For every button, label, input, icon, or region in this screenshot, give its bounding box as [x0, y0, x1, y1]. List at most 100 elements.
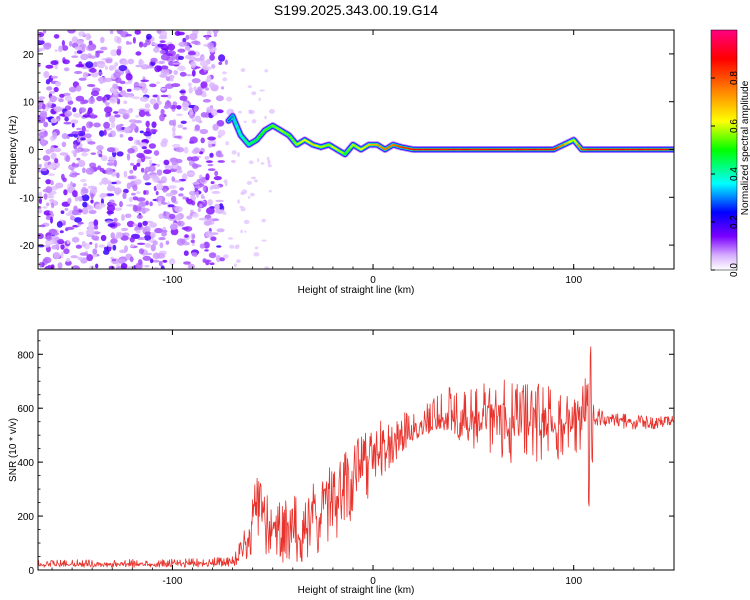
- noise-blob: [119, 249, 128, 254]
- colorbar-tick-label: 0.8: [729, 71, 740, 85]
- noise-blob: [173, 70, 178, 75]
- noise-blob: [65, 226, 75, 230]
- y-tick-label: 0: [28, 566, 34, 577]
- noise-blob: [204, 156, 210, 160]
- noise-blob: [44, 239, 54, 246]
- noise-blob: [191, 234, 196, 239]
- noise-blob: [54, 49, 58, 52]
- noise-blob: [120, 263, 128, 269]
- noise-blob: [157, 196, 163, 202]
- noise-blob: [172, 101, 178, 106]
- noise-blob: [107, 202, 116, 206]
- noise-blob: [126, 109, 133, 114]
- noise-blob: [126, 153, 131, 161]
- noise-blob: [55, 81, 62, 87]
- noise-blob: [222, 77, 228, 82]
- noise-blob: [177, 65, 186, 72]
- noise-blob: [119, 80, 126, 85]
- noise-blob: [171, 83, 181, 88]
- noise-blob: [53, 252, 61, 259]
- noise-blob: [108, 265, 115, 269]
- noise-blob: [143, 131, 152, 137]
- noise-blob: [199, 151, 204, 155]
- noise-blob: [113, 111, 119, 114]
- noise-blob: [51, 244, 58, 250]
- noise-blob: [98, 244, 106, 248]
- noise-blob: [123, 170, 128, 178]
- noise-blob: [201, 56, 206, 60]
- noise-blob: [151, 42, 158, 46]
- noise-blob: [73, 113, 82, 118]
- noise-blob: [207, 199, 213, 206]
- y-tick-label: -20: [20, 241, 35, 252]
- noise-blob: [49, 210, 54, 215]
- noise-blob: [190, 209, 194, 213]
- noise-blob: [143, 190, 147, 195]
- noise-blob: [43, 256, 52, 264]
- noise-blob: [132, 96, 140, 100]
- spectrogram-y-label: Frequency (Hz): [8, 116, 19, 185]
- noise-blob: [80, 53, 89, 60]
- noise-blob: [176, 166, 182, 171]
- snr-x-label: Height of straight line (km): [298, 585, 415, 596]
- noise-blob: [63, 92, 71, 97]
- noise-blob: [81, 152, 88, 157]
- noise-blob: [260, 162, 265, 165]
- noise-blob: [166, 53, 173, 57]
- noise-blob: [215, 95, 224, 102]
- noise-blob: [51, 231, 59, 236]
- noise-blob: [86, 205, 94, 211]
- noise-blob: [212, 218, 220, 222]
- noise-blob: [98, 153, 103, 158]
- noise-blob: [71, 236, 80, 243]
- noise-blob: [109, 199, 115, 203]
- figure-title: S199.2025.343.00.19.G14: [274, 2, 438, 18]
- noise-blob: [95, 203, 103, 210]
- noise-blob: [168, 185, 177, 189]
- noise-blob: [177, 221, 182, 226]
- noise-blob: [74, 46, 83, 51]
- noise-blob: [214, 170, 219, 176]
- noise-blob: [188, 86, 193, 94]
- snr-x-axis: -100 0 100: [51, 330, 675, 587]
- noise-blob: [54, 237, 60, 241]
- noise-blob: [135, 64, 142, 68]
- noise-blob: [141, 207, 148, 214]
- noise-blob: [88, 55, 97, 59]
- noise-blob: [38, 96, 46, 100]
- noise-blob: [77, 256, 83, 261]
- noise-blob: [96, 145, 104, 151]
- noise-blob: [156, 95, 160, 102]
- noise-blob: [184, 234, 189, 238]
- noise-blob: [203, 241, 210, 249]
- noise-blob: [192, 182, 201, 185]
- noise-blob: [45, 102, 52, 109]
- noise-blob: [87, 43, 97, 51]
- noise-blob: [116, 172, 120, 179]
- noise-blob: [38, 233, 44, 240]
- noise-blob: [138, 201, 147, 208]
- noise-blob: [149, 83, 157, 88]
- noise-blob: [206, 207, 215, 215]
- noise-blob: [187, 51, 196, 56]
- noise-blob: [51, 75, 58, 79]
- noise-blob: [144, 231, 152, 236]
- noise-blob: [200, 81, 208, 89]
- snr-panel: -100 0 100 0 200 400 600 800 Height of straigh…: [8, 329, 675, 596]
- noise-blob: [63, 67, 70, 72]
- noise-blob: [157, 199, 162, 207]
- noise-blob: [264, 115, 267, 120]
- noise-blob: [217, 129, 226, 136]
- noise-blob: [154, 227, 164, 234]
- noise-blob: [106, 162, 116, 166]
- noise-blob: [45, 107, 49, 112]
- noise-blob: [116, 151, 124, 157]
- noise-blob: [63, 189, 68, 196]
- noise-blob: [192, 163, 199, 169]
- noise-blob: [129, 237, 135, 243]
- noise-blob: [70, 167, 74, 172]
- noise-blob: [182, 37, 187, 44]
- noise-blob: [183, 250, 189, 256]
- noise-blob: [117, 45, 122, 50]
- colorbar-tick-label: 0.0: [729, 263, 740, 277]
